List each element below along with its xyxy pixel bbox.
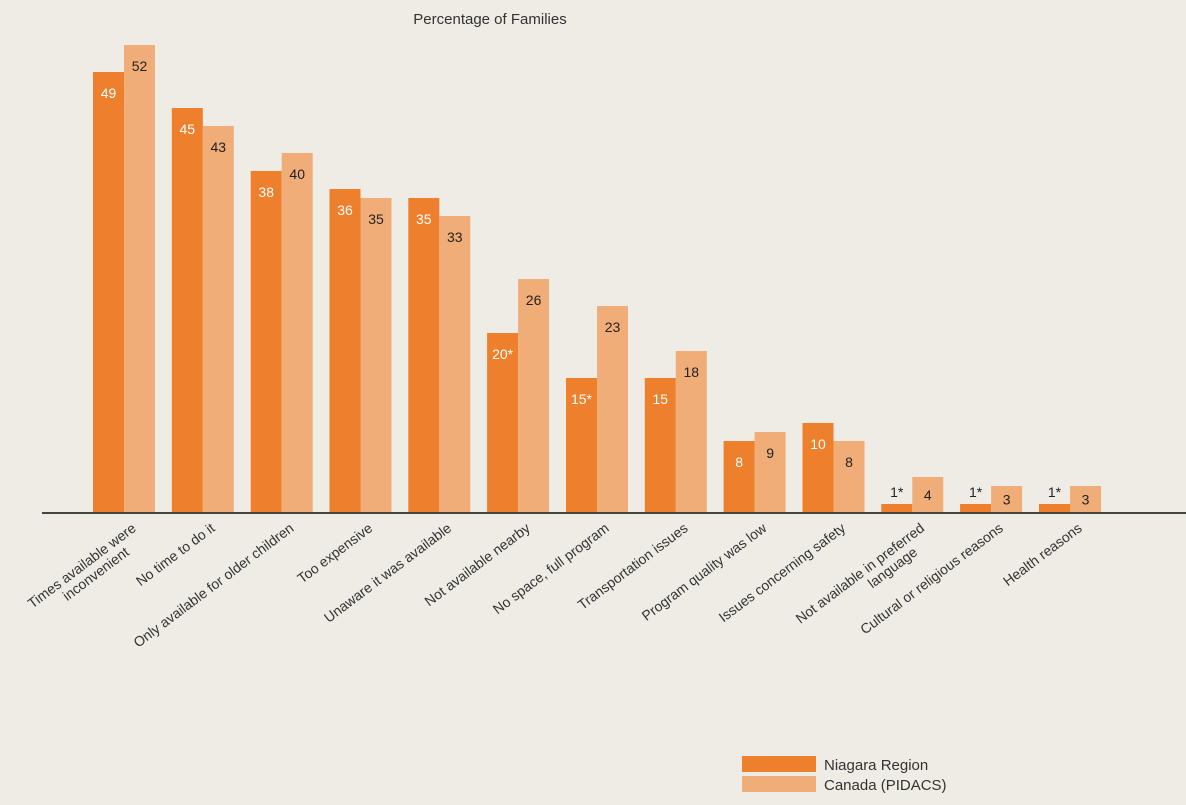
- legend-label-canada: Canada (PIDACS): [824, 777, 947, 794]
- x-tick-label-3: Too expensive: [294, 519, 375, 586]
- legend-swatch-niagara: [742, 756, 816, 772]
- data-label-niagara-2: 38: [258, 184, 274, 200]
- bar-canada-8: [754, 432, 786, 513]
- bar-canada-5: [518, 279, 550, 513]
- bar-niagara-8: [723, 441, 755, 513]
- bar-niagara-5: [487, 333, 519, 513]
- data-label-canada-9: 8: [845, 454, 853, 470]
- bar-niagara-3: [329, 189, 361, 513]
- bar-niagara-2: [250, 171, 282, 513]
- bar-niagara-12: [1039, 504, 1070, 513]
- bar-canada-6: [597, 306, 628, 513]
- data-label-canada-3: 35: [368, 211, 384, 227]
- data-label-niagara-8: 8: [735, 454, 743, 470]
- data-label-niagara-10: 1*: [890, 484, 904, 500]
- data-label-canada-4: 33: [447, 229, 463, 245]
- x-tick-label-2: Only available for older children: [130, 520, 296, 651]
- data-label-niagara-3: 36: [337, 202, 353, 218]
- data-label-niagara-11: 1*: [969, 484, 983, 500]
- x-tick-labels-group: Times available wereinconvenient No time …: [25, 519, 1085, 650]
- bar-canada-3: [360, 198, 392, 513]
- bar-niagara-4: [408, 198, 440, 513]
- bar-canada-0: [124, 45, 155, 513]
- data-label-niagara-7: 15: [653, 391, 669, 407]
- bars-group: [93, 45, 1101, 513]
- bar-canada-1: [202, 126, 234, 513]
- data-label-canada-8: 9: [766, 445, 774, 461]
- data-label-canada-12: 3: [1082, 492, 1090, 508]
- data-label-canada-10: 4: [924, 487, 932, 503]
- bar-canada-7: [675, 351, 707, 513]
- x-tick-label-8: Program quality was low: [639, 519, 771, 624]
- chart-title: Percentage of Families: [413, 11, 566, 28]
- bar-canada-4: [439, 216, 471, 513]
- data-label-canada-5: 26: [526, 292, 542, 308]
- bar-canada-2: [281, 153, 313, 513]
- data-label-niagara-4: 35: [416, 211, 432, 227]
- bar-canada-11: [991, 486, 1023, 513]
- bar-niagara-7: [644, 378, 676, 513]
- bar-niagara-6: [566, 378, 597, 513]
- legend-swatch-canada: [742, 776, 816, 792]
- x-tick-label-1: No time to do it: [133, 520, 218, 590]
- data-label-canada-1: 43: [211, 139, 227, 155]
- data-label-niagara-12: 1*: [1048, 484, 1062, 500]
- legend-label-niagara: Niagara Region: [824, 757, 928, 774]
- x-tick-label-4: Unaware it was available: [321, 519, 454, 625]
- data-label-niagara-1: 45: [180, 121, 196, 137]
- data-label-niagara-5: 20*: [492, 346, 514, 362]
- bar-canada-12: [1070, 486, 1101, 513]
- data-label-niagara-0: 49: [101, 85, 117, 101]
- x-tick-label-12: Health reasons: [1000, 520, 1085, 589]
- bar-niagara-11: [960, 504, 992, 513]
- data-label-canada-7: 18: [684, 364, 700, 380]
- data-label-canada-2: 40: [289, 166, 305, 182]
- bar-niagara-9: [802, 423, 834, 513]
- x-tick-label-9: Issues concerning safety: [716, 520, 849, 626]
- bar-canada-10: [912, 477, 944, 513]
- bar-niagara-1: [171, 108, 203, 513]
- bar-niagara-0: [93, 72, 124, 513]
- x-tick-label-0: Times available wereinconvenient: [25, 519, 148, 623]
- data-label-canada-6: 23: [605, 319, 621, 335]
- data-label-niagara-9: 10: [810, 436, 826, 452]
- data-label-canada-0: 52: [132, 58, 148, 74]
- bar-niagara-10: [881, 504, 913, 513]
- data-label-canada-11: 3: [1003, 492, 1011, 508]
- bar-canada-9: [833, 441, 865, 513]
- data-label-niagara-6: 15*: [571, 391, 593, 407]
- legend: Niagara Region Canada (PIDACS): [742, 756, 947, 794]
